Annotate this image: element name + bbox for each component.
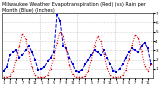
Text: Milwaukee Weather Evapotranspiration (Red) (vs) Rain per Month (Blue) (Inches): Milwaukee Weather Evapotranspiration (Re… [2,2,146,13]
